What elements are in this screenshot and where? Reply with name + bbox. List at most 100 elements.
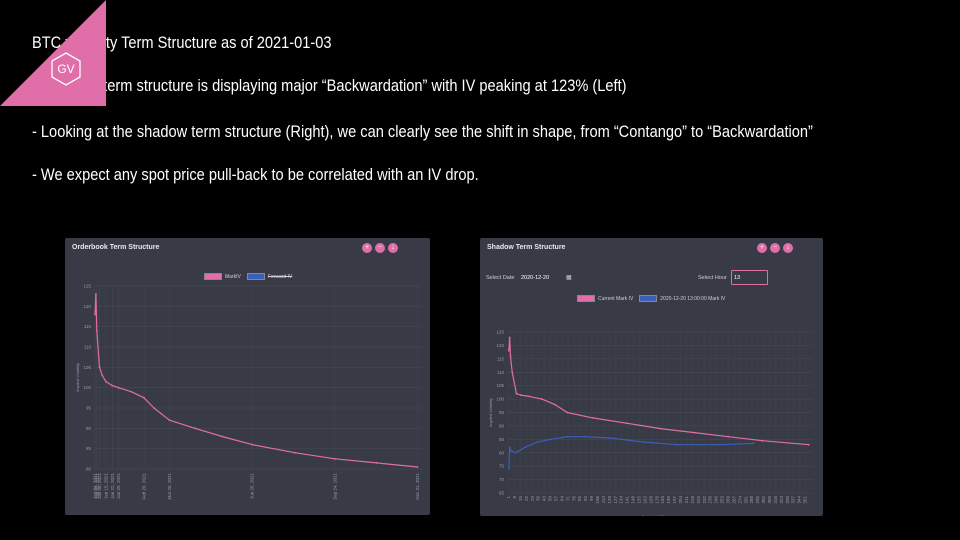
x-tick-label: Dec 31, 2021 [415,473,420,500]
x-tick-label: 239 [708,496,713,504]
chart-title: Shadow Term Structure [487,244,566,251]
x-tick-label: 225 [696,496,701,504]
gv-hexagon-icon [51,52,81,86]
data-point [508,336,511,339]
legend-label-current[interactable]: Current Mark IV [598,295,634,302]
zoom-out-icon[interactable]: − [375,243,385,253]
x-tick-label: 344 [797,496,802,504]
data-point [566,411,569,414]
series-line-0 [94,293,418,468]
corner-triangle [0,0,106,106]
x-tick-label: 253 [720,496,725,504]
x-tick-label: 330 [785,496,790,504]
data-point [536,441,539,443]
x-tick-label: 120 [607,496,612,504]
x-axis-label: Days Until Expiration [642,514,679,516]
calendar-icon[interactable]: ▦ [566,275,572,281]
select-hour-input[interactable] [731,270,768,285]
x-tick-label: 337 [791,496,796,504]
x-tick-label: 113 [601,496,606,504]
data-point [416,466,419,468]
x-tick-label: 274 [737,496,742,504]
data-point [519,394,522,396]
x-tick-label: 176 [654,496,659,504]
data-point [807,443,810,446]
y-axis-label: Implied Volatility [488,398,493,427]
legend-swatch-forward[interactable] [246,273,265,280]
x-tick-label: 211 [684,496,689,504]
data-point [194,427,196,430]
x-tick-label: 155 [637,496,642,504]
data-point [659,427,662,430]
data-point [524,446,526,449]
data-point [517,450,520,453]
data-point [168,419,171,422]
x-tick-label: 106 [595,496,600,504]
data-point [251,443,254,446]
x-tick-label: 92 [583,496,588,502]
legend-label-markiv[interactable]: MarkIV [225,273,241,280]
data-point [221,435,224,438]
x-tick-label: 134 [619,496,624,504]
x-tick-label: 64 [559,496,564,502]
data-point [540,398,543,400]
y-tick-label: 120 [496,343,504,348]
data-point [507,467,510,470]
download-icon[interactable]: ↓ [388,243,398,253]
x-tick-label: 309 [767,496,772,504]
data-point [507,349,510,352]
x-tick-label: Jan 22, 2021 [110,473,115,500]
x-tick-label: 288 [749,496,754,504]
x-tick-label: Jun 25, 2021 [250,473,255,500]
legend-label-historical[interactable]: 2020-12-20 13:00:00 Mark IV [660,295,726,302]
x-tick-label: Feb 26, 2021 [142,473,147,500]
y-tick-label: 110 [497,370,505,375]
select-date-input[interactable]: 2020-12-20 [521,275,550,281]
x-tick-label: 29 [530,496,535,502]
select-hour-value: 13 [734,275,741,281]
legend-swatch-markiv[interactable] [204,273,222,280]
y-tick-label: 120 [83,304,91,309]
x-tick-label: 169 [648,496,653,504]
x-tick-label: 78 [571,496,576,502]
data-point [752,442,755,445]
y-tick-label: 115 [497,356,505,361]
x-tick-label: 36 [536,496,541,502]
select-date-label: Select Date [486,275,515,281]
y-tick-label: 125 [83,284,91,289]
y-tick-label: 125 [496,330,504,335]
x-tick-label: 323 [779,496,784,504]
data-point [583,435,586,438]
y-tick-label: 100 [83,385,91,390]
zoom-in-icon[interactable]: + [362,243,372,253]
x-tick-label: Mar 26, 2021 [167,473,172,500]
chart-title: Orderbook Term Structure [72,244,160,251]
x-tick-label: 71 [565,496,570,502]
legend-swatch-current[interactable] [577,295,595,302]
download-icon[interactable]: ↓ [783,243,793,253]
y-tick-label: 90 [499,423,505,428]
data-point [718,443,721,446]
x-tick-label: 246 [714,496,719,504]
data-point [513,451,516,454]
zoom-in-icon[interactable]: + [757,243,767,253]
data-point [333,457,336,460]
series-line-1 [508,436,754,469]
data-point [153,407,155,409]
x-tick-label: 141 [625,496,630,504]
slide-title: BTC volatility Term Structure as of 2021… [32,33,332,52]
legend-swatch-historical[interactable] [639,295,658,302]
zoom-out-icon[interactable]: − [770,243,780,253]
orderbook-chart-panel: Orderbook Term Structure + − ↓ MarkIV Fo… [65,238,430,515]
x-tick-label: 295 [755,496,760,504]
y-axis-label: Implied Volatility [75,363,80,392]
y-tick-label: 105 [496,383,504,388]
data-point [95,329,98,332]
x-tick-label: 190 [666,496,671,504]
data-point [727,435,730,438]
y-tick-label: 80 [499,450,505,455]
legend-label-forward[interactable]: Forward IV [267,273,293,280]
x-tick-label: Jan 05, 2021 [94,473,99,500]
data-point [549,438,552,441]
